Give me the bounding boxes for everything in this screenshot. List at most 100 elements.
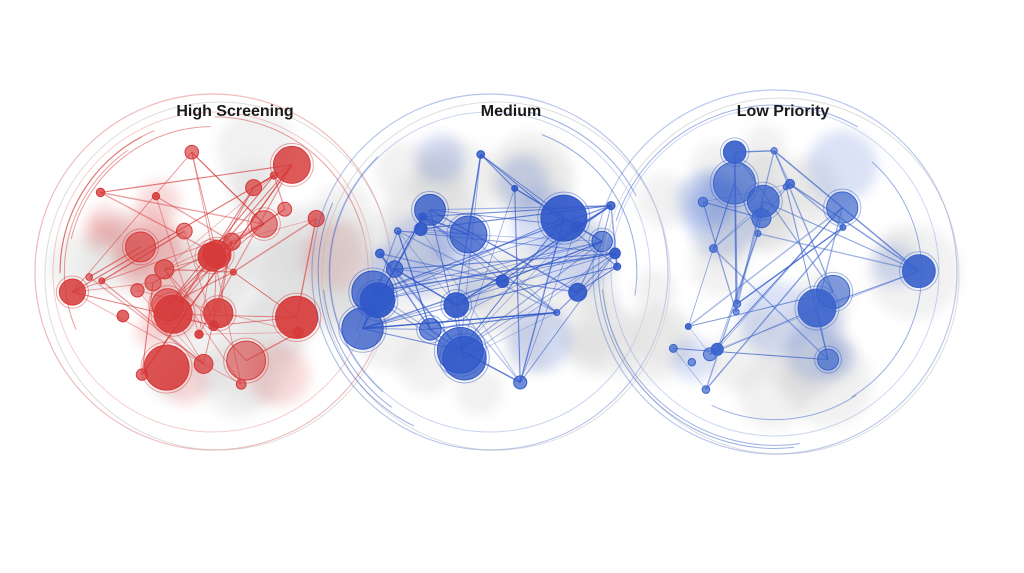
- network-node: [839, 223, 847, 231]
- network-node: [513, 375, 528, 390]
- network-node: [701, 385, 711, 394]
- node-halo: [223, 337, 270, 384]
- background-blob: [637, 174, 691, 228]
- network-edge: [377, 241, 603, 301]
- network-node: [414, 193, 446, 226]
- network-arc: [615, 104, 858, 221]
- network-node: [495, 274, 510, 288]
- network-edge: [394, 268, 503, 282]
- network-arc: [328, 156, 384, 393]
- network-node: [606, 200, 616, 211]
- network-node: [223, 232, 241, 251]
- network-node: [154, 259, 175, 280]
- network-edge: [705, 233, 759, 390]
- network-node: [235, 378, 247, 390]
- node-halo: [446, 212, 491, 257]
- network-node: [732, 299, 742, 309]
- network-edge: [456, 266, 618, 306]
- node-halo: [898, 251, 939, 292]
- network-node: [443, 292, 470, 319]
- network-node: [229, 268, 237, 276]
- network-node: [245, 179, 263, 197]
- panel-low-rings: [592, 89, 960, 455]
- node-halo: [140, 341, 193, 394]
- network-edge: [72, 151, 193, 293]
- network-edge: [430, 311, 557, 330]
- network-node: [697, 196, 709, 208]
- network-node: [143, 344, 190, 391]
- network-node: [341, 307, 384, 350]
- network-edge: [773, 150, 834, 293]
- network-node: [385, 260, 404, 278]
- network-node: [815, 274, 851, 310]
- network-node: [419, 318, 442, 341]
- node-halo: [272, 292, 322, 342]
- network-node: [668, 343, 678, 353]
- network-edge: [502, 240, 603, 282]
- node-halo: [247, 207, 281, 241]
- panel-low-nodes: [668, 137, 939, 394]
- network-edge: [519, 253, 616, 383]
- network-node: [130, 283, 145, 298]
- panel-high-nodes: [55, 142, 325, 394]
- network-edge: [100, 191, 218, 256]
- network-node: [277, 201, 293, 217]
- network-node: [553, 308, 561, 317]
- network-edge: [736, 226, 844, 305]
- tinted-blob: [415, 134, 465, 184]
- network-edge: [377, 252, 616, 301]
- network-node: [307, 210, 325, 228]
- network-node: [144, 274, 162, 292]
- network-node: [226, 340, 267, 381]
- network-arc: [323, 289, 392, 408]
- node-halo: [150, 291, 196, 337]
- network-node: [571, 220, 583, 233]
- network-node: [184, 144, 200, 160]
- node-halo: [411, 190, 449, 229]
- network-edge: [422, 216, 558, 313]
- network-node: [770, 147, 778, 155]
- node-halo: [814, 345, 842, 374]
- network-node: [202, 239, 232, 270]
- node-halo: [199, 236, 235, 273]
- panel-title-low-priority: Low Priority: [737, 103, 830, 120]
- network-node: [95, 187, 106, 198]
- network-edge: [459, 217, 565, 351]
- network-edge: [191, 151, 265, 225]
- node-halo: [338, 304, 387, 353]
- network-edge: [702, 201, 762, 219]
- network-arc: [317, 202, 415, 427]
- network-node: [125, 231, 157, 263]
- network-edge: [673, 348, 707, 390]
- network-edge: [519, 217, 565, 383]
- network-edge: [460, 226, 578, 351]
- network-edge: [420, 228, 521, 383]
- network-node: [208, 320, 219, 332]
- network-arc: [528, 111, 637, 197]
- network-edge: [464, 252, 616, 359]
- network-node: [687, 358, 697, 367]
- network-edge: [397, 230, 558, 314]
- node-halo: [812, 271, 854, 313]
- panel-medium: [311, 93, 671, 451]
- network-edge: [100, 164, 292, 194]
- network-edge: [757, 232, 920, 272]
- network-node: [250, 210, 278, 238]
- network-arc: [70, 125, 211, 240]
- network-arc: [711, 394, 857, 421]
- network-node: [85, 273, 94, 281]
- network-node: [151, 192, 161, 201]
- network-edge: [430, 311, 557, 330]
- network-node: [275, 295, 319, 339]
- network-edge: [716, 233, 759, 350]
- network-arc: [59, 130, 155, 274]
- network-edge: [460, 253, 616, 351]
- panel-title-high-screening: High Screening: [176, 103, 293, 120]
- inner-ring: [610, 107, 940, 437]
- network-edge: [397, 230, 457, 306]
- network-node: [540, 194, 588, 242]
- network-node: [751, 208, 772, 229]
- network-node: [754, 229, 762, 237]
- network-edge: [709, 207, 843, 355]
- network-node: [609, 247, 621, 260]
